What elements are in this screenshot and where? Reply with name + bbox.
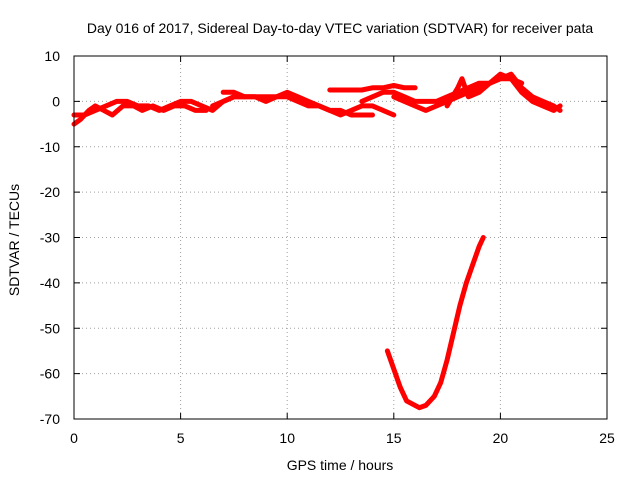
y-tick-label: -20 [40, 184, 60, 200]
y-tick-label: -10 [40, 139, 60, 155]
x-tick-label: 0 [70, 430, 78, 446]
y-tick-label: -40 [40, 275, 60, 291]
ticks: 0 5 10 15 20 25 10 0 -10 -20 -30 -40 -50 -60 -70 [40, 48, 615, 446]
series-line-arc5 [327, 83, 418, 93]
series-line-arc8 [444, 71, 563, 113]
series-line-arc9 [384, 235, 486, 411]
chart-title: Day 016 of 2017, Sidereal Day-to-day VTE… [87, 20, 594, 36]
y-tick-label: -60 [40, 366, 60, 382]
y-tick-label: 10 [44, 48, 60, 64]
x-tick-label: 5 [177, 430, 185, 446]
y-tick-label: -70 [40, 411, 60, 427]
x-tick-label: 20 [493, 430, 509, 446]
series-line-arc4 [220, 89, 397, 118]
y-axis-label: SDTVAR / TECUs [6, 184, 22, 296]
series-line-arc2 [71, 94, 248, 118]
series-line-arc7 [391, 71, 563, 113]
y-tick-label: -50 [40, 320, 60, 336]
x-tick-label: 10 [279, 430, 295, 446]
x-tick-label: 25 [599, 430, 615, 446]
x-tick-label: 15 [386, 430, 402, 446]
y-tick-label: -30 [40, 230, 60, 246]
series-layer [71, 71, 563, 411]
x-axis-label: GPS time / hours [287, 457, 394, 473]
y-tick-label: 0 [52, 93, 60, 109]
